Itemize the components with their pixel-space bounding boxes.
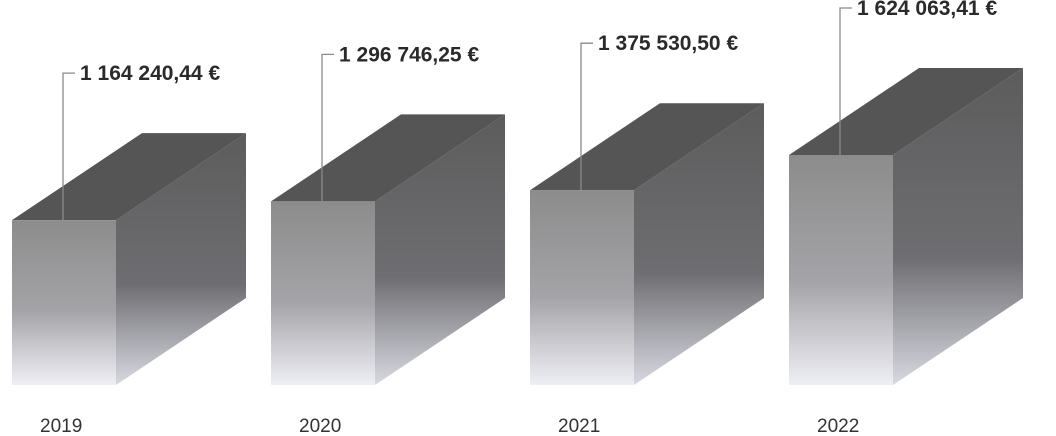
labels-group: 1 164 240,44 € 2019 1 296 746,25 € 2020 1 37… — [40, 0, 997, 436]
bar-top-face — [271, 114, 505, 202]
bar-2019 — [12, 133, 246, 385]
bar-top-face — [789, 68, 1023, 155]
category-label: 2022 — [817, 416, 859, 436]
bar-front-face — [530, 190, 634, 385]
bar-2020 — [271, 114, 505, 386]
bar-side-face — [893, 68, 1023, 385]
category-label: 2020 — [299, 416, 341, 436]
bars-group — [12, 68, 1023, 386]
bar-top-face — [530, 103, 764, 191]
bar-2021 — [530, 103, 764, 385]
category-label: 2021 — [558, 416, 600, 436]
category-label: 2019 — [40, 416, 82, 436]
data-label: 1 375 530,50 € — [598, 32, 738, 55]
bar-top-face — [12, 133, 246, 221]
bar-2022 — [789, 68, 1023, 385]
bar-side-face — [634, 103, 764, 385]
leader-line — [839, 7, 852, 155]
bar-front-face — [271, 201, 375, 385]
leader-line — [62, 72, 75, 221]
data-label: 1 296 746,25 € — [339, 43, 479, 66]
bar-side-face — [116, 133, 246, 385]
bar-side-face — [375, 114, 505, 386]
leader-line — [580, 42, 593, 191]
data-label: 1 164 240,44 € — [80, 62, 220, 85]
bar-front-face — [789, 155, 893, 385]
data-label: 1 624 063,41 € — [857, 0, 997, 20]
leader-line — [321, 53, 334, 202]
bar-front-face — [12, 220, 116, 385]
